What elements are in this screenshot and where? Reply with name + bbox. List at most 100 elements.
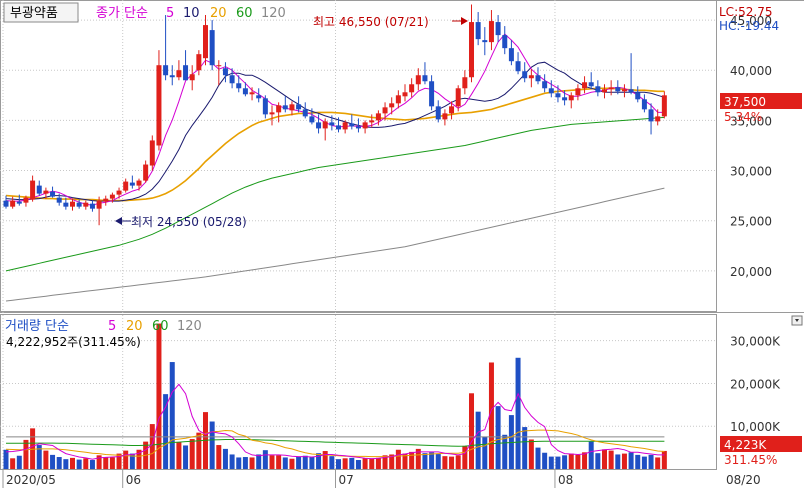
candle-down <box>422 75 428 82</box>
volume-bar <box>429 452 435 469</box>
candle-up <box>149 140 155 166</box>
candle-down <box>495 22 501 36</box>
candle-up <box>109 194 115 199</box>
stock-name-box[interactable] <box>3 2 79 23</box>
high-arrow-icon <box>452 17 468 25</box>
volume-tick-label: 10,000K <box>730 420 781 434</box>
volume-panel-frame <box>0 314 717 470</box>
candle-up <box>402 92 408 97</box>
candle-up <box>216 65 222 67</box>
candle-down <box>222 68 228 76</box>
candle-down <box>641 99 647 110</box>
volume-bar <box>495 406 501 469</box>
candle-up <box>123 181 129 191</box>
candle-down <box>256 95 262 99</box>
volume-bar <box>3 449 9 469</box>
volume-bar <box>555 456 561 469</box>
candle-up <box>43 190 49 194</box>
legend-ma60: 60 <box>236 6 253 21</box>
collapse-icon[interactable] <box>791 315 803 326</box>
volume-bar <box>322 451 328 469</box>
ma-line-60 <box>5 116 665 272</box>
vol-legend-ma60: 60 <box>152 319 169 334</box>
volume-bar <box>296 456 302 469</box>
volume-bar <box>249 457 255 469</box>
candle-up <box>389 103 395 108</box>
volume-tick-label: 30,000K <box>730 335 781 349</box>
candle-down <box>555 93 561 98</box>
volume-bar <box>30 428 36 469</box>
volume-bar <box>222 448 228 469</box>
legend-ma20: 20 <box>210 6 227 21</box>
volume-bar <box>16 455 22 469</box>
volume-bar <box>362 458 368 469</box>
stock-name[interactable]: 부광약품 <box>10 6 58 21</box>
x-tick-label: 08 <box>558 473 573 487</box>
candle-down <box>36 185 42 194</box>
candle-down <box>163 65 169 76</box>
volume-bar <box>462 445 468 469</box>
volume-bar <box>256 454 262 469</box>
volume-bar <box>355 460 361 469</box>
candle-down <box>169 75 175 78</box>
volume-moving-averages <box>5 383 665 460</box>
candle-down <box>262 98 268 115</box>
volume-bar <box>415 448 421 469</box>
volume-bar <box>542 452 548 469</box>
candle-up <box>455 88 461 107</box>
low-arrow-icon <box>115 217 131 225</box>
candle-up <box>369 120 375 123</box>
x-tick-label: 07 <box>339 473 354 487</box>
volume-bar <box>83 458 89 469</box>
candle-down <box>209 30 215 66</box>
volume-bar <box>402 453 408 469</box>
candle-up <box>143 164 149 181</box>
candle-up <box>362 122 368 129</box>
candle-up <box>176 70 182 78</box>
volume-bar <box>10 458 16 469</box>
volume-bar <box>116 453 122 469</box>
candle-down <box>562 97 568 101</box>
price-tick-label: 45,000 <box>730 14 772 28</box>
volume-bar <box>189 439 195 469</box>
candle-down <box>635 92 641 100</box>
ma-line-10 <box>5 61 665 202</box>
volume-ma-line-20 <box>5 429 665 458</box>
candle-up <box>96 200 102 209</box>
vol-legend-ma20: 20 <box>126 319 143 334</box>
volume-grid <box>0 340 716 427</box>
candle-down <box>282 105 288 110</box>
candle-down <box>429 81 435 107</box>
volume-bar <box>375 457 381 469</box>
current-price-badge <box>720 93 802 109</box>
volume-bar <box>262 450 268 469</box>
candle-down <box>336 125 341 130</box>
candle-down <box>89 203 95 209</box>
volume-bar <box>655 457 661 469</box>
candle-up <box>196 54 202 71</box>
candles <box>3 4 667 226</box>
candle-up <box>83 202 89 207</box>
volume-bar <box>395 449 401 469</box>
volume-bar <box>535 447 541 469</box>
volume-bar <box>196 432 202 469</box>
price-tick-label: 30,000 <box>730 165 772 179</box>
volume-bar <box>615 454 621 469</box>
volume-bar <box>502 434 508 469</box>
volume-bar <box>56 457 62 469</box>
volume-bar <box>136 449 142 469</box>
candle-up <box>395 95 401 104</box>
volume-bar <box>602 449 607 469</box>
volume-bar <box>608 450 614 469</box>
volume-bar <box>183 445 189 469</box>
candle-down <box>316 122 322 129</box>
current-price: 37,500 <box>724 95 766 109</box>
candle-down <box>648 109 654 122</box>
candle-down <box>482 40 488 43</box>
candle-up <box>23 197 29 203</box>
volume-bar <box>482 436 488 469</box>
ma-line-120 <box>5 187 665 302</box>
volume-bar <box>89 460 95 469</box>
volume-bar <box>176 442 182 469</box>
